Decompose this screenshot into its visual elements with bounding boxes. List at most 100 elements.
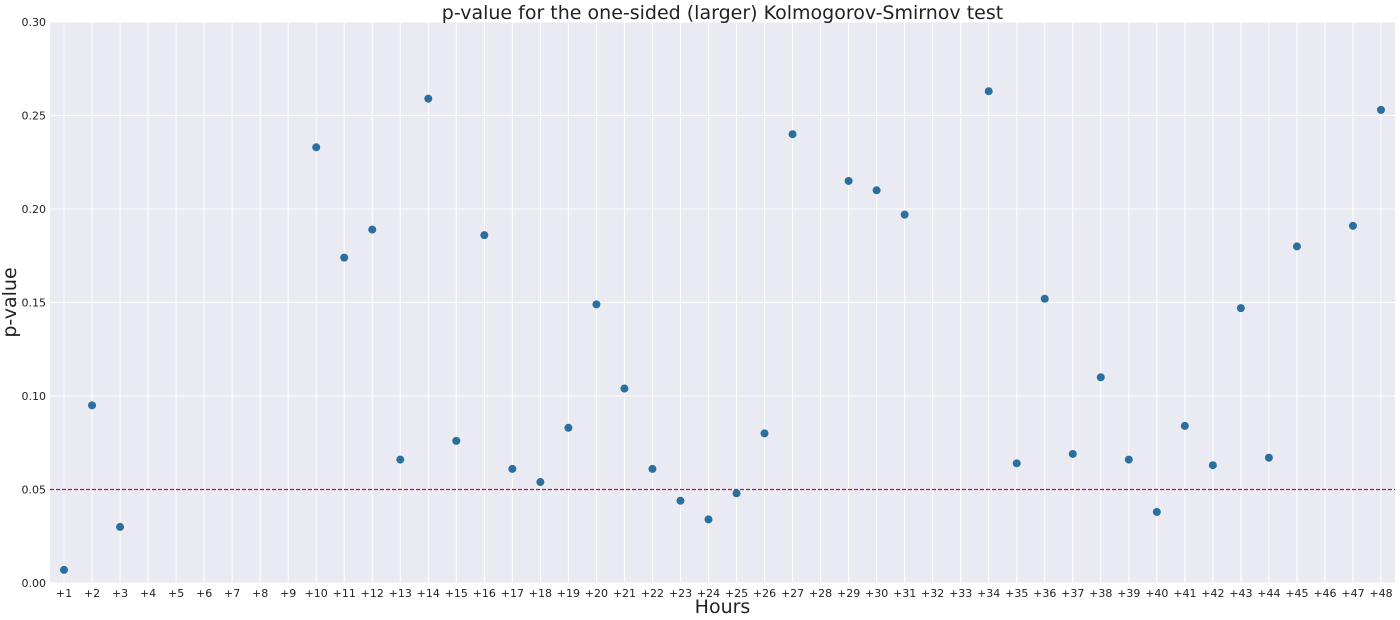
data-point: [340, 253, 349, 262]
x-tick-label: +36: [1033, 587, 1056, 600]
data-point: [564, 423, 573, 432]
x-tick-label: +45: [1285, 587, 1308, 600]
data-point: [1376, 105, 1385, 114]
x-tick-label: +34: [977, 587, 1000, 600]
x-tick-label: +9: [280, 587, 296, 600]
x-tick-label: +27: [781, 587, 804, 600]
data-point: [1264, 453, 1273, 462]
x-tick-label: +44: [1257, 587, 1280, 600]
x-tick-label: +39: [1117, 587, 1140, 600]
chart-title: p-value for the one-sided (larger) Kolmo…: [442, 2, 1003, 24]
x-tick-label: +46: [1313, 587, 1336, 600]
y-tick-label: 0.15: [22, 297, 47, 310]
x-tick-label: +19: [557, 587, 580, 600]
x-tick-label: +10: [305, 587, 328, 600]
data-point: [1012, 459, 1021, 468]
data-point: [984, 87, 993, 96]
y-tick-label: 0.20: [22, 203, 47, 216]
x-tick-label: +4: [140, 587, 156, 600]
y-tick-label: 0.10: [22, 390, 47, 403]
data-point: [592, 300, 601, 309]
data-point: [844, 176, 853, 185]
x-tick-label: +21: [613, 587, 636, 600]
data-point: [1068, 449, 1077, 458]
x-tick-label: +47: [1341, 587, 1364, 600]
data-point: [368, 225, 377, 234]
data-point: [1180, 421, 1189, 430]
data-point: [1208, 461, 1217, 470]
y-tick-label: 0.25: [22, 110, 47, 123]
x-tick-label: +1: [56, 587, 72, 600]
data-point: [88, 401, 97, 410]
x-tick-label: +24: [697, 587, 720, 600]
x-tick-label: +2: [84, 587, 100, 600]
y-tick-labels: 0.00 0.05 0.10 0.15 0.20 0.25 0.30: [22, 16, 47, 590]
data-point: [536, 478, 545, 487]
data-point: [648, 464, 657, 473]
x-tick-label: +13: [389, 587, 412, 600]
x-tick-label: +8: [252, 587, 268, 600]
y-axis-label: p-value: [0, 267, 21, 337]
x-tick-label: +3: [112, 587, 128, 600]
data-point: [872, 186, 881, 195]
data-point: [704, 515, 713, 524]
y-tick-label: 0.00: [22, 577, 47, 590]
x-tick-label: +6: [196, 587, 212, 600]
data-point: [1292, 242, 1301, 251]
data-point: [620, 384, 629, 393]
data-point: [1040, 294, 1049, 303]
data-point: [508, 464, 517, 473]
x-tick-label: +20: [585, 587, 608, 600]
x-tick-label: +11: [333, 587, 356, 600]
x-tick-label: +48: [1369, 587, 1392, 600]
x-tick-label: +43: [1229, 587, 1252, 600]
data-point: [1236, 304, 1245, 313]
x-tick-label: +7: [224, 587, 240, 600]
y-tick-label: 0.05: [22, 484, 47, 497]
data-point: [116, 522, 125, 531]
data-point: [396, 455, 405, 464]
data-point: [732, 489, 741, 498]
data-point: [1348, 221, 1357, 230]
data-point: [480, 231, 489, 240]
x-tick-label: +25: [725, 587, 748, 600]
x-tick-label: +22: [641, 587, 664, 600]
x-tick-label: +23: [669, 587, 692, 600]
data-point: [1152, 507, 1161, 516]
x-tick-label: +38: [1089, 587, 1112, 600]
x-tick-label: +37: [1061, 587, 1084, 600]
data-point: [60, 565, 69, 574]
x-tick-label: +16: [473, 587, 496, 600]
x-tick-label: +18: [529, 587, 552, 600]
x-tick-label: +35: [1005, 587, 1028, 600]
y-tick-label: 0.30: [22, 16, 47, 29]
x-tick-label: +28: [809, 587, 832, 600]
x-tick-labels: +1 +2 +3 +4 +5 +6 +7 +8 +9 +10 +11 +12 +13 +14 +15 +16 +…: [56, 587, 1393, 600]
x-tick-label: +33: [949, 587, 972, 600]
x-tick-label: +31: [893, 587, 916, 600]
x-tick-label: +32: [921, 587, 944, 600]
x-tick-label: +30: [865, 587, 888, 600]
x-tick-label: +40: [1145, 587, 1168, 600]
data-point: [312, 143, 321, 152]
data-point: [676, 496, 685, 505]
x-tick-label: +5: [168, 587, 184, 600]
data-point: [760, 429, 769, 438]
x-tick-label: +17: [501, 587, 524, 600]
data-point: [452, 436, 461, 445]
x-tick-label: +14: [417, 587, 440, 600]
x-tick-label: +29: [837, 587, 860, 600]
x-tick-label: +42: [1201, 587, 1224, 600]
data-point: [1124, 455, 1133, 464]
data-point: [788, 130, 797, 139]
x-tick-label: +41: [1173, 587, 1196, 600]
x-tick-label: +26: [753, 587, 776, 600]
x-axis-label: Hours: [695, 596, 751, 618]
data-point: [900, 210, 909, 219]
x-tick-label: +12: [361, 587, 384, 600]
data-points: [60, 87, 1385, 574]
data-point: [424, 94, 433, 103]
x-tick-label: +15: [445, 587, 468, 600]
data-point: [1096, 373, 1105, 382]
